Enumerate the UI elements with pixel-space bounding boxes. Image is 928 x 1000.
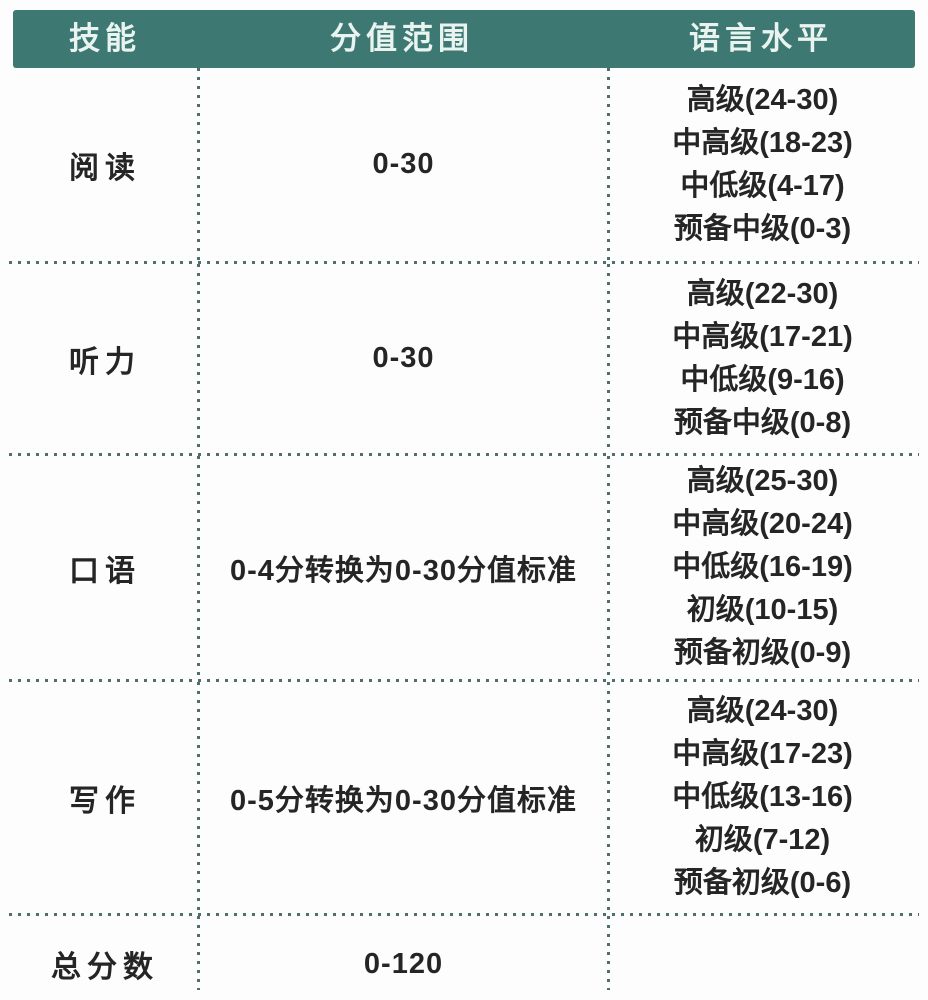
header-skill: 技能 (69, 21, 141, 56)
skill-label: 口语 (69, 554, 141, 588)
header-score-range: 分值范围 (330, 21, 474, 56)
level-line: 预备中级(0-8) (673, 406, 852, 439)
level-line: 高级(24-30) (686, 83, 839, 116)
level-line: 预备初级(0-6) (673, 867, 852, 899)
vertical-divider (197, 68, 200, 261)
vertical-divider (607, 682, 610, 913)
range-value: 0-120 (363, 947, 444, 980)
level-line: 中低级(9-16) (680, 363, 845, 396)
range-value: 0-30 (372, 148, 435, 180)
level-list: 高级(22-30) 中高级(17-21) 中低级(9-16) 预备中级(0-8) (610, 273, 915, 445)
range-value: 0-5分转换为0-30分值标准 (230, 784, 577, 817)
range-value: 0-30 (372, 342, 435, 374)
level-line: 中高级(20-24) (672, 508, 853, 540)
skill-label: 总分数 (51, 951, 159, 984)
table-row-listening: 听力 0-30 高级(22-30) 中高级(17-21) 中低级(9-16) 预… (13, 264, 915, 453)
level-line: 中高级(17-21) (672, 320, 853, 353)
score-table: 技能 分值范围 语言水平 阅读 0-30 高级(24-30) 中高级(18-23… (9, 10, 919, 1000)
vertical-divider (197, 682, 200, 913)
level-line: 中高级(17-23) (672, 738, 853, 770)
table-header: 技能 分值范围 语言水平 (13, 10, 915, 68)
horizontal-divider (9, 913, 919, 916)
skill-label: 听力 (69, 345, 141, 379)
vertical-divider (197, 456, 200, 679)
level-line: 中低级(16-19) (672, 551, 853, 583)
vertical-divider (607, 456, 610, 679)
level-list: 高级(24-30) 中高级(18-23) 中低级(4-17) 预备中级(0-3) (610, 79, 915, 251)
level-line: 高级(25-30) (686, 465, 839, 497)
header-language-level: 语言水平 (689, 21, 833, 56)
level-line: 中低级(13-16) (672, 781, 853, 813)
level-line: 中高级(18-23) (672, 126, 853, 159)
level-line: 预备中级(0-3) (673, 212, 852, 245)
range-value: 0-4分转换为0-30分值标准 (230, 554, 577, 587)
vertical-divider (607, 264, 610, 453)
table-row-reading: 阅读 0-30 高级(24-30) 中高级(18-23) 中低级(4-17) 预… (13, 68, 915, 261)
vertical-divider (607, 916, 610, 990)
level-line: 高级(22-30) (686, 277, 839, 310)
skill-label: 写作 (69, 784, 141, 818)
level-line: 初级(10-15) (686, 594, 839, 626)
horizontal-divider (9, 679, 919, 682)
level-list: 高级(24-30) 中高级(17-23) 中低级(13-16) 初级(7-12)… (610, 690, 915, 905)
vertical-divider (197, 264, 200, 453)
horizontal-divider (9, 453, 919, 456)
level-line: 高级(24-30) (686, 695, 839, 727)
vertical-divider (607, 68, 610, 261)
vertical-divider (197, 916, 200, 990)
level-line: 预备初级(0-9) (673, 637, 852, 669)
level-line: 中低级(4-17) (680, 169, 845, 202)
table-row-writing: 写作 0-5分转换为0-30分值标准 高级(24-30) 中高级(17-23) … (13, 682, 915, 913)
table-row-speaking: 口语 0-4分转换为0-30分值标准 高级(25-30) 中高级(20-24) … (13, 456, 915, 679)
skill-label: 阅读 (69, 151, 141, 185)
horizontal-divider (9, 261, 919, 264)
level-line: 初级(7-12) (694, 824, 831, 856)
level-list: 高级(25-30) 中高级(20-24) 中低级(16-19) 初级(10-15… (610, 460, 915, 675)
table-row-total: 总分数 0-120 (13, 916, 915, 1000)
